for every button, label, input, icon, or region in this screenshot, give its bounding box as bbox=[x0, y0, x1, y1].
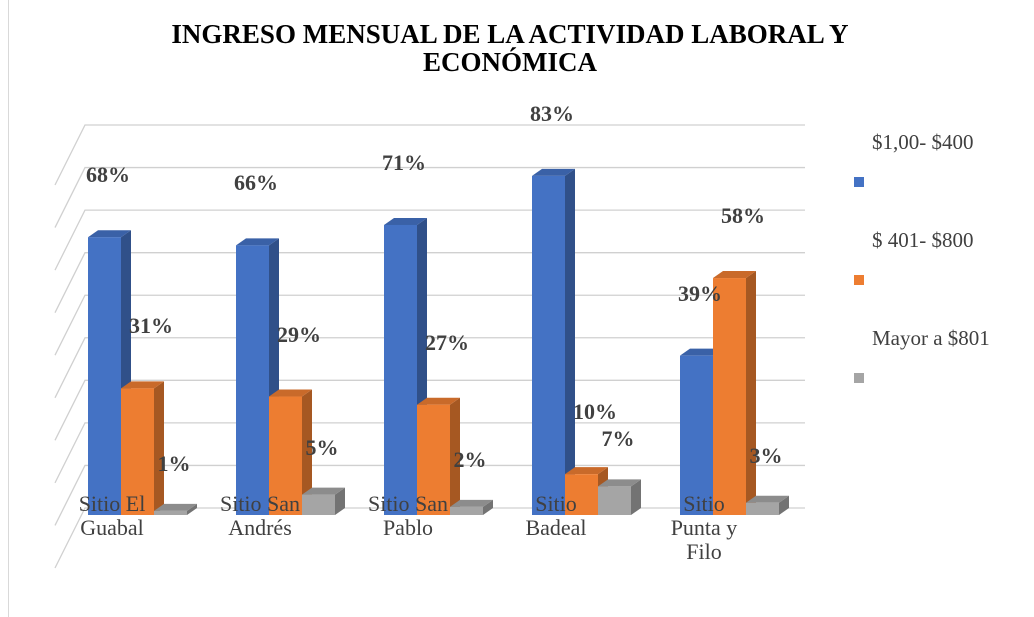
bar bbox=[713, 271, 756, 515]
bar-side bbox=[746, 271, 756, 515]
data-label: 68% bbox=[86, 162, 130, 188]
bar-front bbox=[746, 502, 779, 515]
legend-swatch bbox=[854, 373, 864, 383]
bar-front bbox=[417, 404, 450, 515]
data-label: 66% bbox=[234, 170, 278, 196]
x-tick-label: Sitio El Guabal bbox=[78, 491, 146, 540]
bar-side bbox=[154, 381, 164, 515]
data-label: 3% bbox=[749, 442, 783, 468]
bar-side bbox=[335, 487, 345, 515]
bar-top bbox=[154, 503, 197, 511]
grid-line bbox=[54, 166, 805, 228]
bar-top bbox=[532, 168, 575, 176]
bar-side bbox=[483, 499, 493, 515]
bar-top bbox=[598, 479, 641, 487]
x-tick-label: Sitio San Pablo bbox=[367, 491, 449, 540]
data-label: 7% bbox=[601, 426, 635, 452]
bar bbox=[121, 381, 164, 515]
bar bbox=[302, 487, 345, 515]
bar-top bbox=[88, 230, 131, 238]
bar bbox=[88, 230, 131, 515]
bar-front bbox=[88, 237, 121, 515]
bar-top bbox=[384, 217, 427, 225]
data-label: 1% bbox=[157, 450, 191, 476]
grid-line bbox=[54, 209, 805, 271]
data-label: 2% bbox=[453, 446, 487, 472]
chart-border bbox=[8, 0, 9, 617]
bar-top bbox=[121, 381, 164, 389]
bar-top bbox=[746, 495, 789, 503]
bar-side bbox=[450, 397, 460, 515]
bar-top bbox=[236, 238, 279, 246]
bar-front bbox=[713, 278, 746, 515]
bar bbox=[598, 479, 641, 515]
bar-top bbox=[680, 348, 723, 356]
x-tick-label: Sitio Punta y Filo bbox=[670, 491, 738, 564]
bar-front bbox=[121, 388, 154, 515]
bar-top bbox=[269, 389, 312, 397]
bar bbox=[269, 389, 312, 515]
data-label: 29% bbox=[277, 321, 321, 347]
bar bbox=[236, 238, 279, 516]
data-label: 5% bbox=[305, 434, 339, 460]
bar-side bbox=[565, 168, 575, 515]
bar-top bbox=[713, 271, 756, 279]
bar-front bbox=[680, 355, 713, 515]
bar bbox=[746, 495, 789, 515]
bar-front bbox=[302, 494, 335, 515]
bar-top bbox=[302, 487, 345, 495]
bar-top bbox=[417, 397, 460, 405]
legend-swatch bbox=[854, 177, 864, 187]
bar-front bbox=[450, 506, 483, 515]
data-label: 10% bbox=[573, 399, 617, 425]
bar bbox=[532, 168, 575, 515]
x-tick-label: Sitio San Andrés bbox=[219, 491, 301, 540]
legend-label: $ 401- $800 bbox=[872, 228, 974, 252]
data-label: 31% bbox=[129, 313, 173, 339]
bar bbox=[154, 503, 197, 515]
bar-side bbox=[631, 479, 641, 515]
bar-front bbox=[598, 486, 631, 515]
bar-front bbox=[269, 396, 302, 515]
bar-front bbox=[384, 224, 417, 515]
bar bbox=[450, 499, 493, 515]
legend-label: $1,00- $400 bbox=[872, 130, 974, 154]
x-tick-label: Sitio Badeal bbox=[525, 491, 587, 540]
bar-side bbox=[779, 495, 789, 515]
bar-side bbox=[187, 503, 197, 515]
bar-front bbox=[154, 510, 187, 515]
bar-top bbox=[565, 467, 608, 475]
bar-side bbox=[302, 389, 312, 515]
legend-label: Mayor a $801 bbox=[872, 326, 990, 350]
data-label: 39% bbox=[678, 280, 722, 306]
data-label: 83% bbox=[530, 100, 574, 126]
bar-top bbox=[450, 499, 493, 507]
chart-title: INGRESO MENSUAL DE LA ACTIVIDAD LABORAL … bbox=[171, 19, 849, 77]
data-label: 71% bbox=[382, 149, 426, 175]
bar-front bbox=[565, 474, 598, 515]
bar-front bbox=[532, 175, 565, 515]
data-label: 27% bbox=[425, 329, 469, 355]
grid-line bbox=[54, 124, 805, 186]
data-label: 58% bbox=[721, 203, 765, 229]
bar-front bbox=[236, 245, 269, 516]
legend-swatch bbox=[854, 275, 864, 285]
bar bbox=[417, 397, 460, 515]
